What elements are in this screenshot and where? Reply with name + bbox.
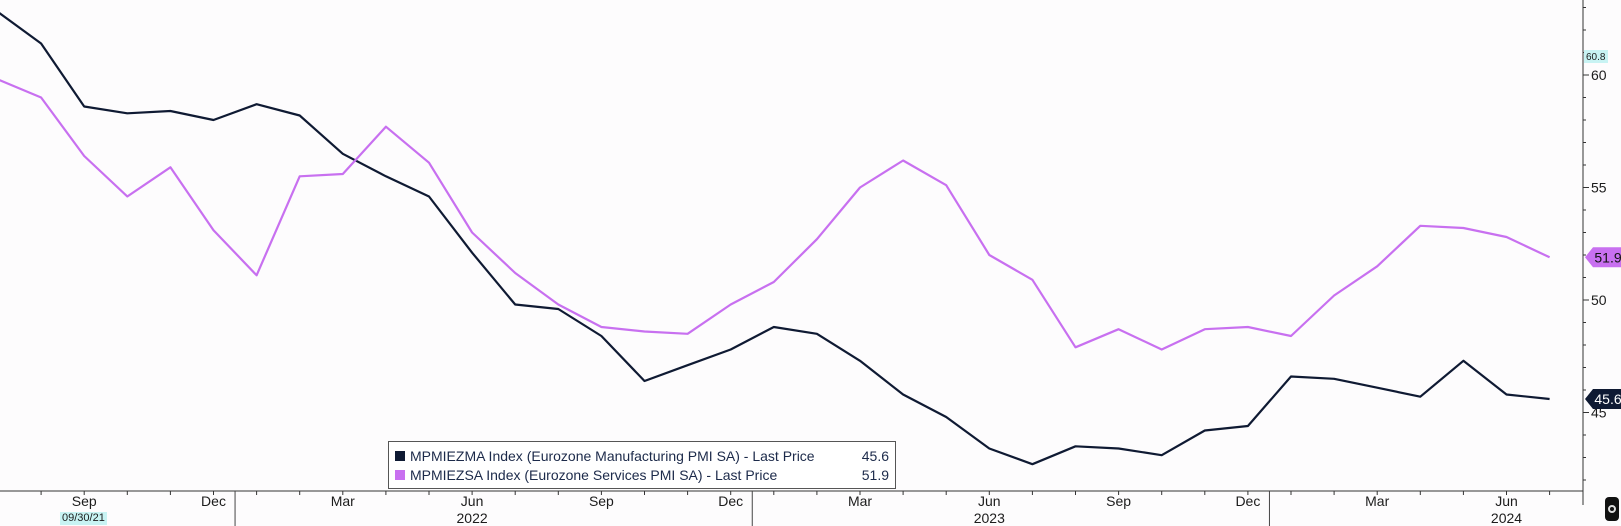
x-year-label-2024: 2024 [1491,510,1522,526]
scroll-icon [1608,505,1616,513]
series-line-manufacturing [0,12,1550,466]
x-month-label-sep: Sep [72,493,97,509]
last-value-label-manufacturing: 45.6 [1594,391,1621,407]
last-value-tag-services [1585,247,1621,268]
chart-legend: MPMIEZMA Index (Eurozone Manufacturing P… [388,441,896,489]
legend-label-services: MPMIEZSA Index (Eurozone Services PMI SA… [410,466,778,483]
date-badge: 09/30/21 [60,512,107,525]
x-month-label-dec: Dec [718,493,743,509]
series-line-services [0,79,1551,351]
x-month-label-dec: Dec [1235,493,1260,509]
marker-label: 60.8 [1586,52,1606,63]
x-month-label-sep: Sep [1106,493,1131,509]
last-value-label-services: 51.9 [1594,249,1621,265]
x-month-label-mar: Mar [848,493,872,509]
y-tick-label-50: 50 [1591,292,1607,308]
legend-swatch-services [395,469,405,480]
legend-swatch-manufacturing [395,450,405,461]
x-year-label-2022: 2022 [457,510,488,526]
legend-item-manufacturing: MPMIEZMA Index (Eurozone Manufacturing P… [395,446,889,465]
x-month-label-jun: Jun [461,493,484,509]
x-month-label-mar: Mar [331,493,355,509]
legend-value-services: 51.9 [861,466,889,483]
x-year-label-2023: 2023 [974,510,1005,526]
x-month-label-dec: Dec [201,493,226,509]
legend-item-services: MPMIEZSA Index (Eurozone Services PMI SA… [395,465,889,484]
last-value-tag-manufacturing [1585,389,1621,409]
scroll-button[interactable] [1605,497,1619,521]
legend-label-manufacturing: MPMIEZMA Index (Eurozone Manufacturing P… [410,447,815,464]
x-month-label-jun: Jun [1495,493,1518,509]
marker-label-bg [1584,50,1608,63]
x-month-label-sep: Sep [589,493,614,509]
legend-value-manufacturing: 45.6 [861,447,889,464]
x-month-label-mar: Mar [1365,493,1389,509]
y-tick-label-60: 60 [1591,67,1607,83]
y-tick-label-55: 55 [1591,180,1607,196]
x-month-label-jun: Jun [978,493,1001,509]
